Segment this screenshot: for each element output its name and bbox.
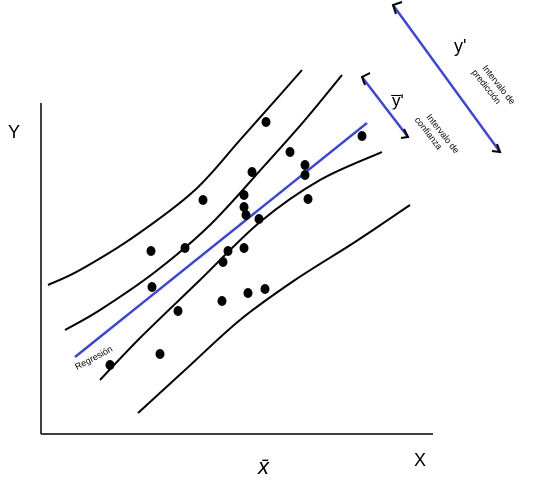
data-point-1 [105,360,115,370]
data-point-11 [239,243,249,253]
data-point-17 [254,214,264,224]
data-point-18 [247,167,257,177]
data-point-12 [243,288,253,298]
data-point-23 [303,194,313,204]
confidence-interval-label: Intervalo de confianza [413,108,463,164]
confidence-upper-band [64,74,343,331]
data-point-14 [239,202,249,212]
data-point-21 [300,160,310,170]
data-point-15 [239,190,249,200]
x-mean-label: x̄ [257,454,270,479]
data-point-10 [223,246,233,256]
data-points [105,117,367,370]
data-point-16 [241,210,251,220]
data-point-4 [146,246,156,256]
data-point-6 [180,243,190,253]
confidence-symbol: y̅' [391,91,404,110]
data-point-7 [198,195,208,205]
data-point-13 [260,284,270,294]
confidence-interval-bracket [360,72,410,139]
confidence-lower-band [99,151,383,381]
x-axis-label: X [414,450,426,470]
data-point-5 [173,306,183,316]
prediction-interval-bracket [391,1,502,154]
data-point-8 [217,296,227,306]
y-axis-label: Y [8,122,20,142]
prediction-symbol: y' [454,36,466,56]
prediction-interval-label: Intervalo de predicción [470,61,519,115]
interval-bands [47,69,411,414]
data-point-3 [147,282,157,292]
data-point-20 [285,147,295,157]
data-point-2 [155,349,165,359]
data-point-9 [218,257,228,267]
prediction-lower-band [137,204,411,414]
regression-line-group [74,122,368,358]
data-point-19 [261,117,271,127]
prediction-upper-band [47,69,303,286]
regression-line [74,122,368,358]
data-point-24 [357,131,367,141]
data-point-22 [300,170,310,180]
